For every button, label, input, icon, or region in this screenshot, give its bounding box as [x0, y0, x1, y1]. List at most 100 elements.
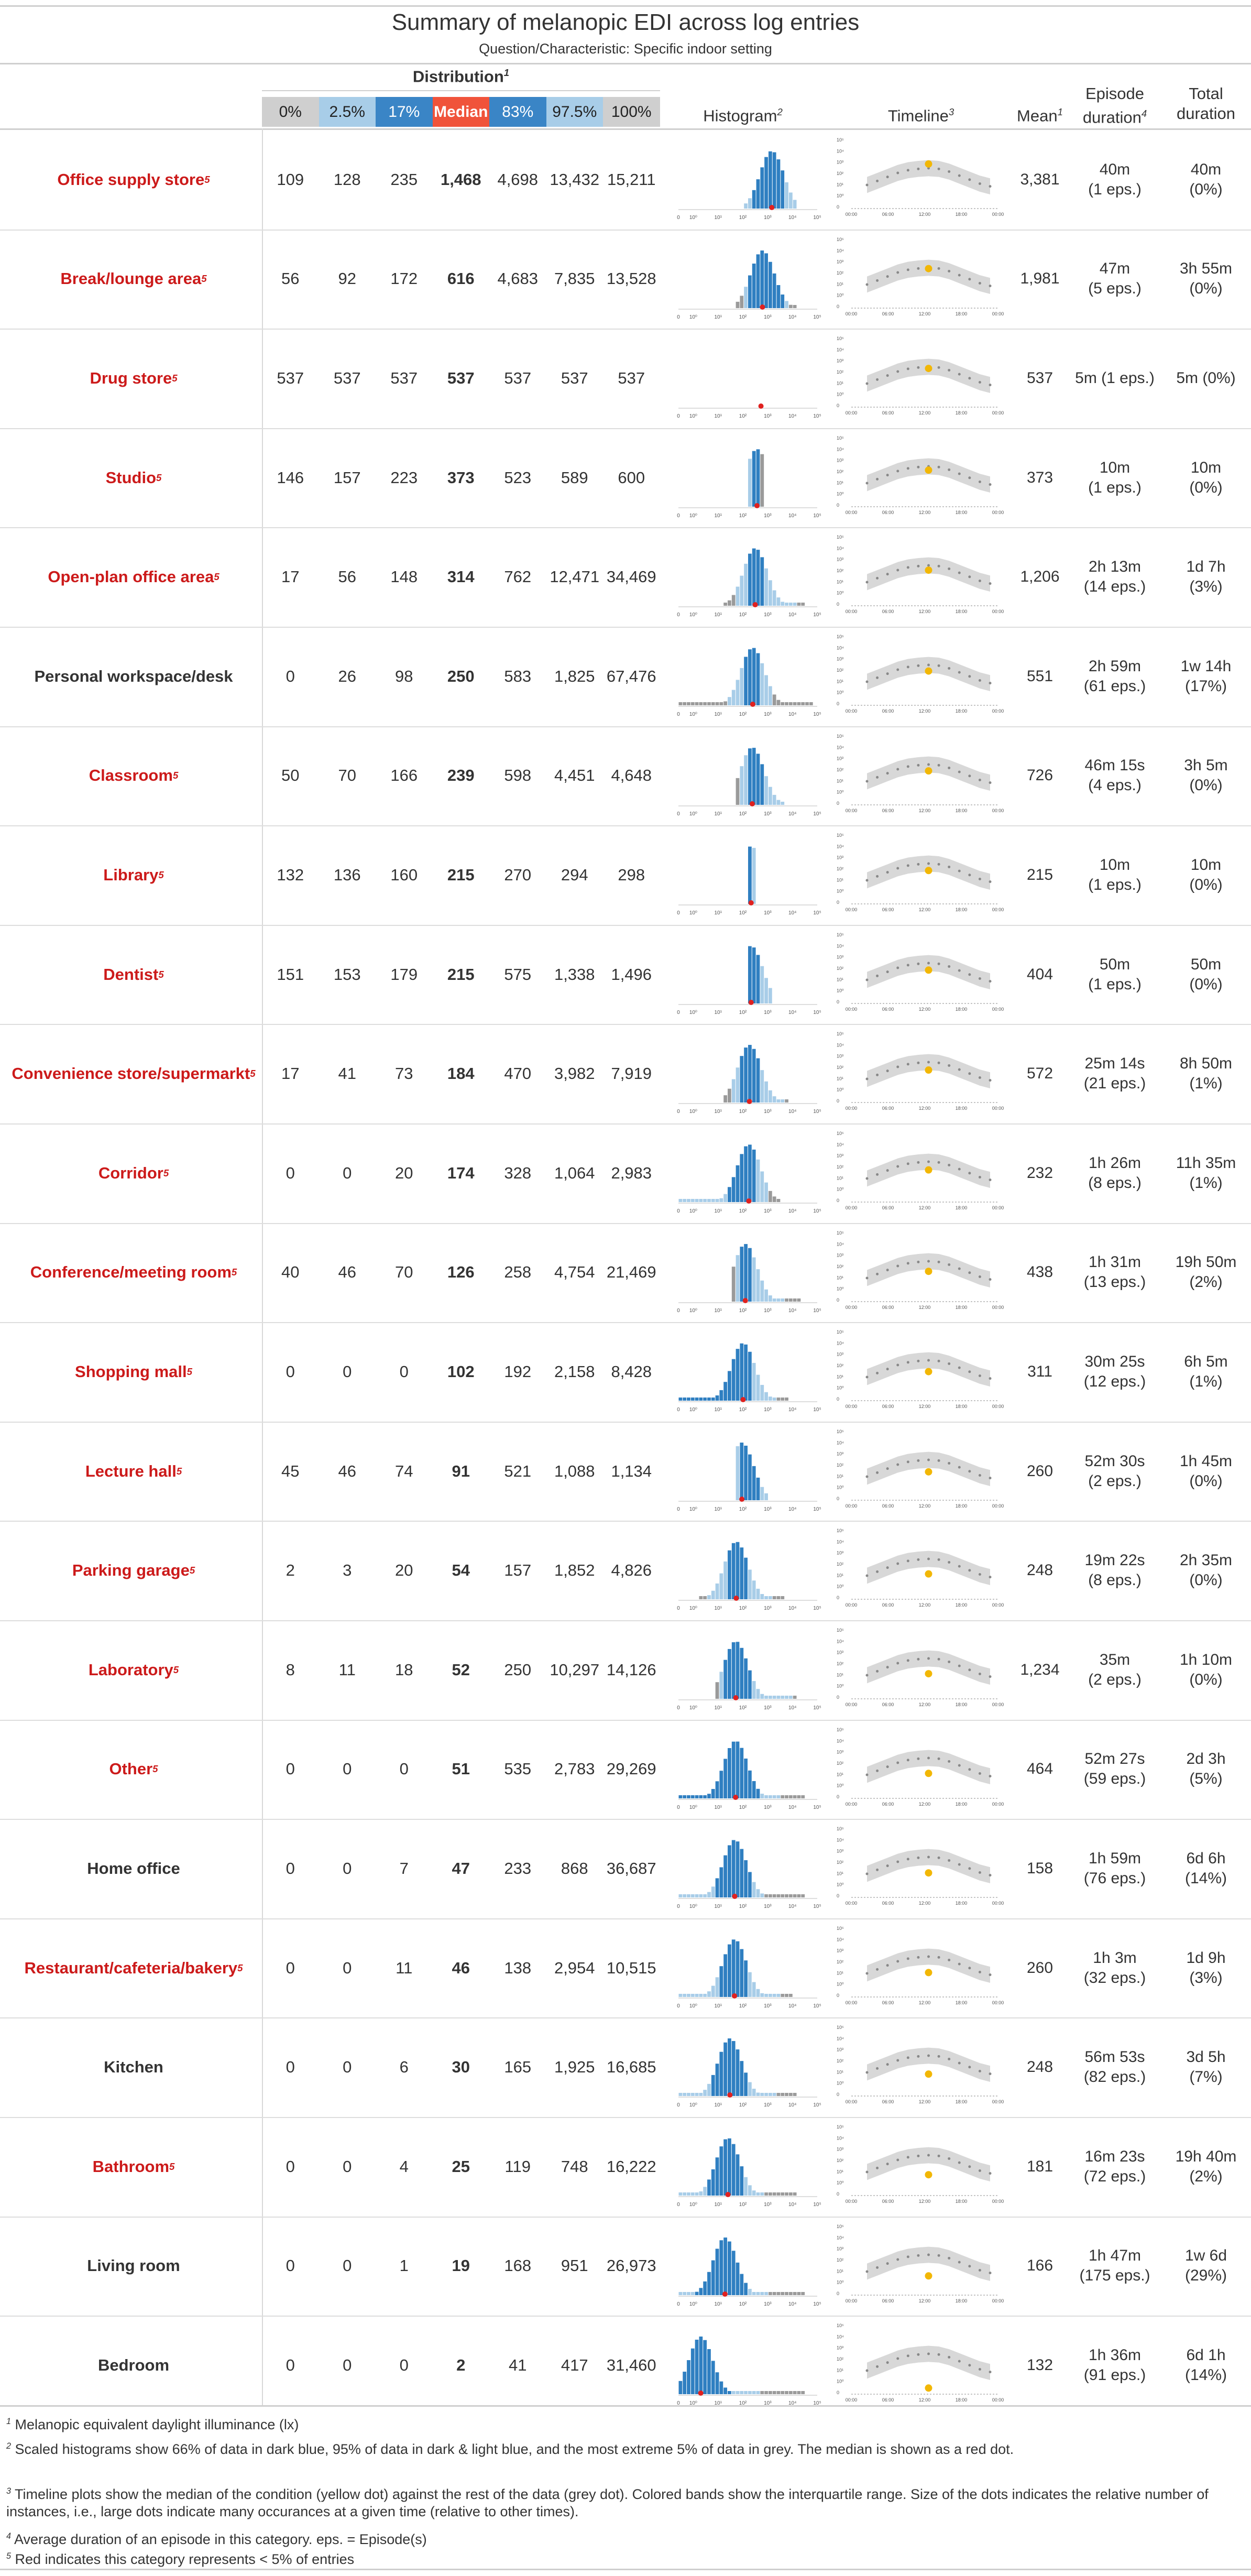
histogram-bar: [785, 1894, 788, 1898]
histogram-bar: [703, 1795, 707, 1798]
timeline-iqr-band: [867, 1253, 990, 1287]
timeline-reference-dot: [896, 171, 899, 174]
histogram-bar: [736, 586, 740, 606]
quantile-value: 12,471: [550, 567, 600, 586]
histogram-tick-label: 10³: [764, 413, 772, 419]
timeline-y-tick: 10²: [837, 1959, 843, 1964]
total-duration: 5m (0%): [1161, 368, 1251, 388]
timeline-reference-dot: [865, 1674, 869, 1677]
histogram-bar: [760, 454, 764, 507]
quantile-value: 98: [395, 667, 413, 685]
row-divider: [0, 1620, 1251, 1621]
footnote-5-marker: 5: [201, 273, 207, 285]
timeline-condition-dot: [925, 1368, 932, 1376]
timeline-reference-dot: [958, 1267, 961, 1270]
histogram-bar: [707, 2272, 711, 2295]
footnote-5-marker: 5: [214, 571, 220, 583]
histogram-tick-label: 10⁰: [689, 712, 697, 717]
timeline-reference-dot: [968, 277, 971, 280]
quantile-value: 7,919: [611, 1064, 652, 1083]
timeline-reference-dot: [948, 1958, 951, 1961]
timeline-reference-dot: [927, 1855, 930, 1859]
histogram-bar: [703, 2187, 707, 2196]
timeline-y-tick: 10⁰: [837, 1485, 844, 1490]
timeline-y-tick: 10⁵: [837, 1727, 844, 1732]
histogram-tick-label: 10⁵: [813, 413, 821, 419]
timeline-y-tick: 10⁵: [837, 1429, 844, 1434]
timeline-reference-dot: [937, 167, 940, 170]
histogram-bar: [744, 1658, 748, 1699]
histogram-bar: [731, 1177, 736, 1202]
total-duration-value: 1d 9h: [1186, 1949, 1226, 1967]
timeline-iqr-band: [867, 1352, 990, 1387]
histogram-bar: [768, 1396, 772, 1401]
histogram-tick-label: 10¹: [714, 413, 722, 419]
histogram-bar: [711, 1199, 715, 1202]
timeline-iqr-band: [867, 955, 990, 989]
histogram: 0 10⁰ 10¹ 10² 10³ 10⁴ 10⁵: [677, 1741, 821, 1810]
quantile-value: 328: [504, 1163, 532, 1182]
episode-duration-value: 30m 25s: [1084, 1353, 1145, 1370]
quantile-value: 16,685: [606, 2058, 656, 2077]
timeline-reference-dot: [937, 2055, 940, 2058]
stub-divider: [262, 128, 263, 2405]
row-label: Drug store 5: [4, 357, 263, 399]
timeline-x-tick: 12:00: [919, 2298, 931, 2304]
quantile-value: 157: [333, 468, 361, 487]
total-duration-value: 3h 5m: [1184, 757, 1228, 774]
timeline-y-tick: 0: [837, 2390, 839, 2395]
histogram-bar: [752, 1149, 756, 1202]
histogram-bar: [772, 1894, 776, 1898]
histogram-bar: [699, 1894, 703, 1898]
timeline-reference-dot: [937, 267, 940, 270]
top-border: [0, 5, 1251, 7]
timeline-reference-dot: [978, 1076, 981, 1079]
timeline-reference-dot: [865, 1475, 869, 1478]
footnote-1: 1 Melanopic equivalent daylight illumina…: [6, 2413, 1243, 2433]
histogram-bar: [736, 1349, 740, 1401]
timeline-reference-dot: [948, 2058, 951, 2061]
timeline-reference-dot: [917, 763, 920, 767]
histogram-bar: [711, 702, 715, 705]
histogram-tick-label: 10⁴: [788, 910, 796, 916]
timeline-y-tick: 10⁴: [837, 645, 844, 650]
timeline-y-tick: 10²: [837, 767, 843, 772]
timeline-reference-dot: [865, 978, 869, 981]
timeline-y-tick: 10¹: [837, 182, 843, 187]
histogram-bar: [785, 2192, 788, 2196]
histogram-bar: [756, 254, 760, 308]
episode-count: (32 eps.): [1083, 1969, 1146, 1986]
histogram-bar: [744, 2177, 748, 2196]
quantile-value: 0: [286, 1958, 295, 1977]
timeline-reference-dot: [917, 167, 920, 170]
timeline-reference-dot: [886, 1467, 889, 1470]
histogram-bar: [781, 2391, 785, 2395]
timeline-y-tick: 10²: [837, 2158, 843, 2163]
quantile-value: 6: [399, 2058, 409, 2077]
timeline-y-tick: 10⁰: [837, 2180, 844, 2186]
quantile-value: 132: [277, 866, 304, 884]
timeline-condition-dot: [925, 566, 932, 574]
timeline-reference-dot: [958, 1366, 961, 1369]
mean-value: 311: [1027, 1363, 1052, 1380]
histogram-tick-label: 10²: [739, 513, 747, 519]
histogram-bar: [690, 1199, 695, 1202]
footnote-5-marker: 5: [169, 2160, 175, 2172]
timeline-y-tick: 10⁴: [837, 943, 844, 948]
timeline-reference-dot: [886, 2262, 889, 2265]
row-divider: [0, 924, 1251, 926]
timeline-y-tick: 0: [837, 1198, 839, 1203]
quantile-value: 537: [618, 369, 645, 387]
histogram-bar: [695, 1795, 699, 1798]
timeline-reference-dot: [906, 1162, 909, 1165]
timeline-reference-dot: [876, 1968, 879, 1971]
histogram-bar: [707, 1199, 711, 1202]
histogram-bar: [781, 1993, 785, 1997]
quantile-value: 1,852: [554, 1561, 595, 1580]
row-label: Dentist 5: [4, 954, 263, 996]
timeline-iqr-band: [867, 2048, 990, 2082]
timeline-reference-dot: [865, 1972, 869, 1975]
row-divider: [0, 1222, 1251, 1224]
histogram-bar: [764, 1596, 768, 1600]
histogram-bar: [736, 2391, 740, 2395]
